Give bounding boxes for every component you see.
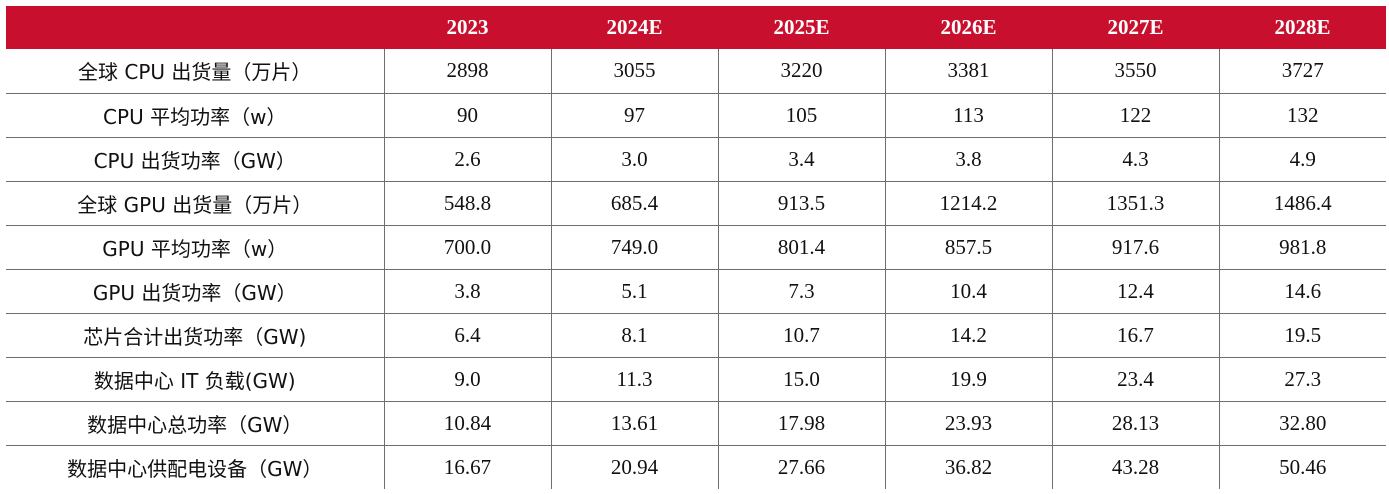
header-row: 2023 2024E 2025E 2026E 2027E 2028E	[6, 6, 1386, 49]
row-label: CPU 平均功率（w）	[6, 92, 385, 137]
table-cell: 749.0	[550, 224, 719, 269]
table-cell: 3550	[1051, 49, 1220, 93]
table-cell: 3.4	[717, 136, 886, 181]
table-body: 全球 CPU 出货量（万片） 2898 3055 3220 3381 3550 …	[6, 49, 1386, 489]
table-cell: 5.1	[550, 268, 719, 313]
table-cell: 3.8	[884, 136, 1053, 181]
table-cell: 23.4	[1051, 356, 1220, 401]
table-cell: 7.3	[717, 268, 886, 313]
table-cell: 19.9	[884, 356, 1053, 401]
header-corner-cell	[6, 6, 384, 49]
table-cell: 50.46	[1218, 444, 1386, 489]
table-row: 数据中心 IT 负载(GW) 9.0 11.3 15.0 19.9 23.4 2…	[6, 356, 1386, 401]
table-cell: 23.93	[884, 400, 1053, 445]
table-cell: 14.2	[884, 312, 1053, 357]
table-cell: 19.5	[1218, 312, 1386, 357]
row-label: 数据中心 IT 负载(GW)	[6, 356, 385, 401]
row-label: 数据中心总功率（GW）	[6, 400, 385, 445]
table-cell: 6.4	[383, 312, 552, 357]
row-label: CPU 出货功率（GW）	[6, 136, 385, 181]
table-cell: 685.4	[550, 180, 719, 225]
table-cell: 3381	[884, 49, 1053, 93]
table-cell: 15.0	[717, 356, 886, 401]
table-cell: 16.67	[383, 444, 552, 489]
table-cell: 27.66	[717, 444, 886, 489]
table-cell: 4.9	[1218, 136, 1386, 181]
table-cell: 548.8	[383, 180, 552, 225]
table-cell: 4.3	[1051, 136, 1220, 181]
table-cell: 17.98	[717, 400, 886, 445]
table-cell: 10.84	[383, 400, 552, 445]
table-cell: 801.4	[717, 224, 886, 269]
table-row: 数据中心总功率（GW） 10.84 13.61 17.98 23.93 28.1…	[6, 400, 1386, 445]
table-cell: 16.7	[1051, 312, 1220, 357]
table-cell: 2898	[383, 49, 552, 93]
table-row: 全球 GPU 出货量（万片） 548.8 685.4 913.5 1214.2 …	[6, 180, 1386, 225]
table-cell: 90	[383, 92, 552, 137]
row-label: GPU 平均功率（w）	[6, 224, 385, 269]
data-table-container: 2023 2024E 2025E 2026E 2027E 2028E 全球 CP…	[6, 6, 1386, 489]
table-cell: 27.3	[1218, 356, 1386, 401]
table-cell: 981.8	[1218, 224, 1386, 269]
table-cell: 32.80	[1218, 400, 1386, 445]
row-label: GPU 出货功率（GW）	[6, 268, 385, 313]
table-cell: 917.6	[1051, 224, 1220, 269]
table-row: CPU 出货功率（GW） 2.6 3.0 3.4 3.8 4.3 4.9	[6, 136, 1386, 181]
table-row: 全球 CPU 出货量（万片） 2898 3055 3220 3381 3550 …	[6, 49, 1386, 93]
table-cell: 2.6	[383, 136, 552, 181]
table-row: GPU 出货功率（GW） 3.8 5.1 7.3 10.4 12.4 14.6	[6, 268, 1386, 313]
table-cell: 10.4	[884, 268, 1053, 313]
table-cell: 10.7	[717, 312, 886, 357]
table-cell: 12.4	[1051, 268, 1220, 313]
header-year-2027e: 2027E	[1052, 6, 1219, 49]
table-cell: 14.6	[1218, 268, 1386, 313]
table-cell: 1486.4	[1218, 180, 1386, 225]
table-cell: 3727	[1218, 49, 1386, 93]
header-year-2023: 2023	[384, 6, 551, 49]
table-cell: 3055	[550, 49, 719, 93]
table-row: CPU 平均功率（w） 90 97 105 113 122 132	[6, 92, 1386, 137]
row-label: 芯片合计出货功率（GW)	[6, 312, 385, 357]
table-cell: 700.0	[383, 224, 552, 269]
table-cell: 122	[1051, 92, 1220, 137]
table-cell: 43.28	[1051, 444, 1220, 489]
table-cell: 3.0	[550, 136, 719, 181]
table-cell: 857.5	[884, 224, 1053, 269]
table-cell: 105	[717, 92, 886, 137]
header-year-2025e: 2025E	[718, 6, 885, 49]
table-row: 芯片合计出货功率（GW) 6.4 8.1 10.7 14.2 16.7 19.5	[6, 312, 1386, 357]
data-table: 2023 2024E 2025E 2026E 2027E 2028E 全球 CP…	[6, 6, 1386, 489]
row-label: 全球 GPU 出货量（万片）	[6, 180, 385, 225]
table-cell: 9.0	[383, 356, 552, 401]
table-cell: 11.3	[550, 356, 719, 401]
row-label: 全球 CPU 出货量（万片）	[6, 49, 385, 93]
table-cell: 97	[550, 92, 719, 137]
table-header: 2023 2024E 2025E 2026E 2027E 2028E	[6, 6, 1386, 49]
table-cell: 913.5	[717, 180, 886, 225]
table-cell: 113	[884, 92, 1053, 137]
table-cell: 132	[1218, 92, 1386, 137]
header-year-2026e: 2026E	[885, 6, 1052, 49]
table-row: 数据中心供配电设备（GW） 16.67 20.94 27.66 36.82 43…	[6, 444, 1386, 489]
table-cell: 20.94	[550, 444, 719, 489]
header-year-2024e: 2024E	[551, 6, 718, 49]
table-cell: 28.13	[1051, 400, 1220, 445]
table-cell: 36.82	[884, 444, 1053, 489]
table-cell: 1351.3	[1051, 180, 1220, 225]
header-year-2028e: 2028E	[1219, 6, 1386, 49]
table-cell: 8.1	[550, 312, 719, 357]
table-cell: 13.61	[550, 400, 719, 445]
table-row: GPU 平均功率（w） 700.0 749.0 801.4 857.5 917.…	[6, 224, 1386, 269]
table-cell: 1214.2	[884, 180, 1053, 225]
table-cell: 3.8	[383, 268, 552, 313]
row-label: 数据中心供配电设备（GW）	[6, 444, 385, 489]
table-cell: 3220	[717, 49, 886, 93]
